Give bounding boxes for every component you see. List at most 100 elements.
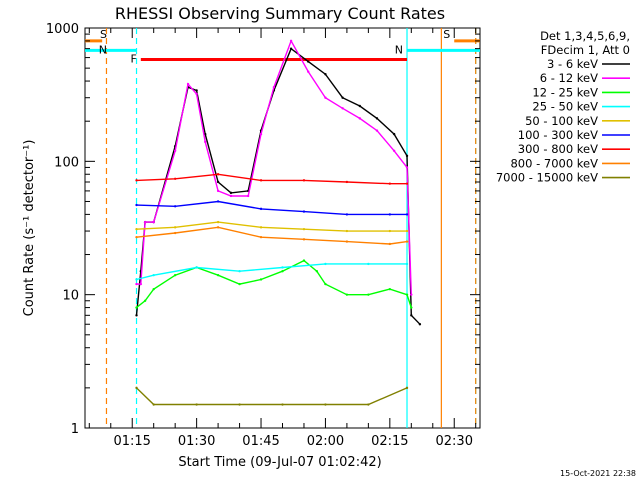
series-point <box>289 47 293 50</box>
series-point <box>173 226 177 229</box>
x-tick-label: 01:30 <box>178 434 215 449</box>
marker-label: N <box>99 43 107 56</box>
series-point <box>152 287 155 291</box>
series-point <box>229 191 233 195</box>
legend-entry: 6 - 12 keV <box>540 71 598 85</box>
series-point <box>405 213 409 216</box>
series-line <box>136 39 412 295</box>
footer-timestamp: 15-Oct-2021 22:38 <box>560 469 636 478</box>
series-point <box>173 177 177 180</box>
series-line <box>136 173 407 185</box>
series-point <box>345 293 349 296</box>
series-point <box>281 403 284 406</box>
legend-entry: 3 - 6 keV <box>547 57 598 71</box>
series-point <box>289 39 293 43</box>
series-point <box>388 242 392 246</box>
series-point <box>405 386 409 390</box>
legend-entry: 100 - 300 keV <box>518 128 598 142</box>
series-line <box>136 226 408 245</box>
marker-label: N <box>395 43 403 56</box>
series-point <box>324 282 327 286</box>
series-point <box>135 386 138 390</box>
series-point <box>345 240 349 243</box>
series-point <box>216 200 220 203</box>
series-point <box>367 403 370 406</box>
legend-header: Det 1,3,4,5,6,9, <box>540 29 630 43</box>
legend-entry: 800 - 7000 keV <box>510 156 598 170</box>
series-point <box>392 149 396 152</box>
axes: 1 10 100 1000 01:15 01:30 01:45 02:00 02:15 02:30 <box>46 22 480 449</box>
series-point <box>302 238 306 241</box>
series-point <box>259 226 263 229</box>
series-point <box>358 104 361 108</box>
x-tick-label: 02:15 <box>371 434 408 449</box>
series-point <box>315 269 319 273</box>
series-point <box>152 220 155 224</box>
series-point <box>195 92 198 96</box>
marker-label: F <box>130 53 136 66</box>
series-point <box>272 85 276 89</box>
series-point <box>410 314 413 317</box>
series-point <box>135 235 138 239</box>
series-point <box>238 269 241 273</box>
series-group <box>135 39 422 406</box>
series-point <box>388 287 392 291</box>
series-point <box>173 273 177 277</box>
series-point <box>195 89 198 92</box>
series-point <box>405 182 409 185</box>
series-point <box>216 173 220 176</box>
y-axis-label: Count Rate (s⁻¹ detector⁻¹) <box>22 140 37 317</box>
series-point <box>216 180 220 184</box>
series-point <box>302 210 306 213</box>
series-point <box>302 259 306 262</box>
series-point <box>152 273 155 277</box>
series-point <box>259 278 263 281</box>
series-point <box>186 82 190 86</box>
series-point <box>259 235 263 239</box>
series-point <box>139 282 143 286</box>
series-point <box>345 180 349 184</box>
series-point <box>324 73 327 76</box>
legend-entry: 25 - 50 keV <box>532 100 598 114</box>
series-point <box>195 403 198 406</box>
series-point <box>216 189 220 193</box>
series-point <box>229 194 233 198</box>
series-point <box>259 207 263 211</box>
x-tick-label: 01:45 <box>242 434 279 449</box>
x-tick-label: 02:30 <box>436 434 473 449</box>
series-point <box>135 179 138 182</box>
series-point <box>324 262 327 266</box>
series-point <box>405 240 409 243</box>
series-point <box>375 117 379 120</box>
series-point <box>410 293 413 296</box>
x-tick-label: 02:00 <box>307 434 344 449</box>
series-point <box>135 282 138 286</box>
series-point <box>302 179 306 182</box>
marker-label: S <box>100 28 107 41</box>
series-point <box>195 266 198 269</box>
series-point <box>324 96 327 99</box>
series-point <box>216 273 220 277</box>
legend-entry: 7000 - 15000 keV <box>496 171 598 185</box>
series-point <box>341 96 344 99</box>
series-point <box>204 140 207 144</box>
y-tick-label: 10 <box>62 289 79 304</box>
series-point <box>246 194 250 198</box>
series-point <box>173 231 177 235</box>
series-point <box>238 403 241 406</box>
series-point <box>367 262 370 266</box>
series-point <box>152 403 155 406</box>
series-point <box>388 213 392 216</box>
series-point <box>388 229 392 233</box>
series-point <box>307 60 310 63</box>
series-point <box>143 220 147 224</box>
legend-entry: 50 - 100 keV <box>525 114 598 128</box>
marker-label: S <box>443 28 450 41</box>
series-line <box>136 387 408 406</box>
x-axis-label: Start Time (09-Jul-07 01:02:42) <box>178 455 381 470</box>
legend: Det 1,3,4,5,6,9,FDecim 1, Att 03 - 6 keV… <box>496 29 630 185</box>
y-tick-label: 1 <box>71 422 79 437</box>
series-point <box>341 107 344 110</box>
series-point <box>173 205 177 208</box>
